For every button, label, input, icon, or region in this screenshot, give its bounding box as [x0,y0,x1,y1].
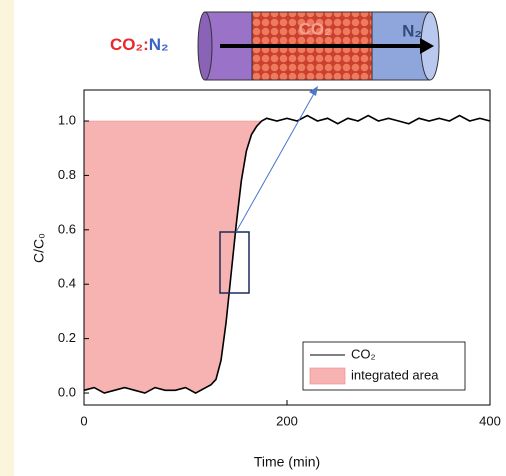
y-tick-label: 0.2 [58,330,76,345]
flow-arrowhead [420,38,434,54]
y-tick-label: 0.0 [58,384,76,399]
y-tick-label: 1.0 [58,112,76,127]
zoom-box [219,231,250,294]
x-axis-label: Time (min) [254,454,320,470]
feed-separator: : [143,35,149,54]
feed-gas-1: CO₂ [110,35,143,54]
feed-gas-2: N₂ [149,35,169,54]
zoom-arrowhead [309,86,318,96]
y-tick-label: 0.8 [58,167,76,182]
legend-swatch [309,367,346,385]
y-tick-label: 0.4 [58,276,76,291]
side-strip [0,0,14,476]
data-line [83,114,491,394]
x-tick-label: 200 [276,413,298,428]
legend-label: CO₂ [351,346,376,361]
legend: CO₂ integrated area [302,341,466,391]
column-diagram: CO₂ N₂ CO₂:N₂ [110,11,440,81]
legend-label: integrated area [351,367,439,382]
x-tick-label: 400 [479,413,501,428]
y-tick-label: 0.6 [58,221,76,236]
zoom-arrow [235,89,317,233]
feed-label: CO₂:N₂ [110,35,169,54]
integrated-area [83,120,263,394]
bed-label: CO₂ [298,19,331,38]
x-tick-label: 0 [80,413,87,428]
y-axis-label: C/C₀ [31,233,47,263]
plot-area: 0.0 0.2 0.4 0.6 0.8 1.0 0 200 400 CO₂ integrated a… [58,89,501,428]
inlet-end [197,11,213,81]
outlet-label: N₂ [402,21,422,40]
